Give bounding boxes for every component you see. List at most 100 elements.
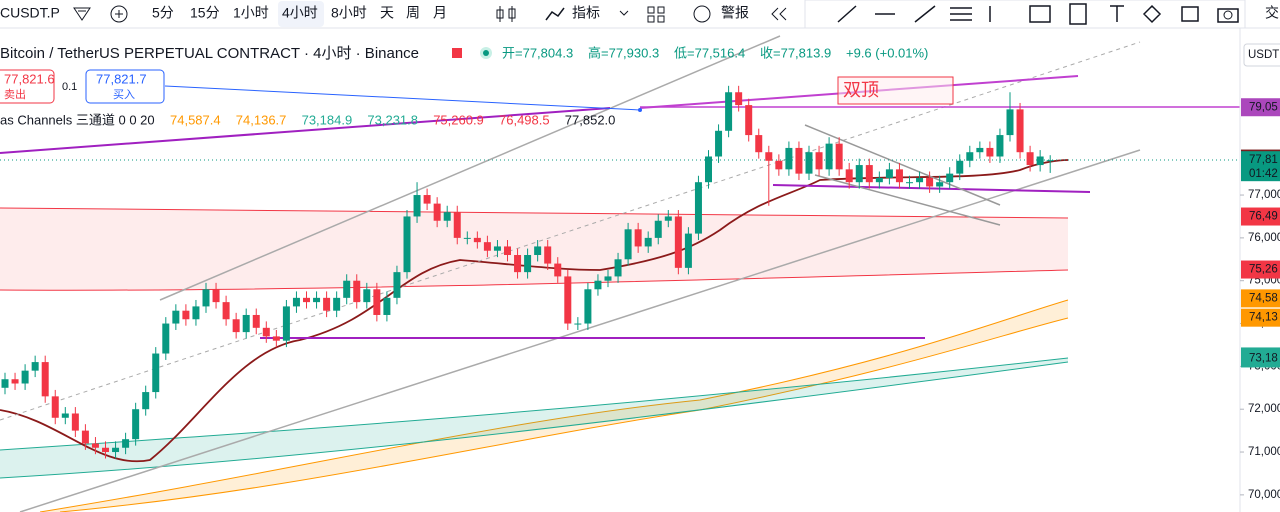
sell-price[interactable]: 77,821.6 (4, 71, 55, 86)
icon[interactable] (73, 7, 91, 21)
annotation-box (837, 76, 954, 105)
trend-line (0, 107, 611, 154)
candle-body (212, 289, 220, 303)
symbol[interactable]: CUSDT.P (0, 5, 60, 21)
interval[interactable]: 5分 (152, 5, 174, 21)
annotation: 双顶 (843, 80, 879, 100)
alert-icon[interactable] (693, 5, 711, 23)
candle-body (705, 156, 712, 183)
candle-body (845, 169, 853, 183)
buy-label[interactable]: 买入 (113, 88, 135, 101)
change: +9.6 (+0.01%) (846, 45, 928, 60)
interval[interactable]: 月 (433, 5, 447, 21)
open: 开=77,804.3 (502, 45, 573, 60)
candle-body (604, 276, 612, 281)
chevron[interactable] (619, 10, 629, 16)
candle-body (574, 323, 582, 325)
price-tag (1241, 289, 1280, 308)
candle-body (775, 160, 783, 170)
candle-body (825, 143, 833, 170)
candle-body (303, 297, 310, 303)
candle-body (142, 392, 150, 410)
countdown: 01:42 (1249, 168, 1278, 180)
candle-body (674, 216, 682, 268)
price-tag (1241, 349, 1280, 368)
indicator-value: 73,184.9 (302, 112, 353, 127)
interval[interactable]: 8小时 (331, 5, 367, 21)
drawing-tools[interactable] (837, 3, 1239, 25)
red-band-lower (0, 269, 1069, 291)
replay-icon[interactable] (771, 7, 787, 21)
candle-body (664, 216, 672, 221)
candle-body (865, 165, 873, 183)
candle-body (895, 169, 903, 183)
candle-body (152, 353, 160, 393)
candle-body (936, 182, 944, 187)
add-icon[interactable] (115, 10, 123, 18)
candle-body (232, 319, 240, 333)
sell-label[interactable]: 卖出 (4, 87, 26, 101)
candle-body (473, 237, 481, 243)
candle-body (162, 323, 170, 354)
candle-body (624, 229, 632, 260)
candle-icon[interactable] (496, 6, 516, 22)
interval[interactable]: 天 (380, 5, 394, 21)
price-tag-label: 73,18 (1249, 352, 1278, 364)
interval[interactable]: 15分 (190, 5, 220, 21)
buy-button[interactable] (85, 69, 165, 104)
price-tag-label: 74,13 (1249, 312, 1278, 324)
candle-body (453, 212, 461, 238)
interval[interactable]: 1小时 (233, 5, 269, 21)
candle-body (423, 195, 431, 204)
indicators[interactable]: 指标 (572, 5, 600, 21)
drawing-toolbar (804, 0, 1246, 29)
candle-body (51, 396, 59, 418)
candle-body (966, 152, 974, 161)
candle-body (313, 297, 321, 303)
indicator-icon[interactable] (545, 7, 565, 21)
y-tick-label: 76,000 (1248, 232, 1280, 244)
candle-body (875, 177, 883, 183)
candle-body (71, 413, 79, 431)
candle-body (443, 212, 451, 221)
candle-body (514, 255, 522, 273)
y-tick-label: 77,000 (1248, 189, 1280, 201)
trade[interactable]: 交 (1265, 5, 1279, 21)
green-band (0, 358, 1068, 478)
candle-body (815, 152, 823, 170)
candle-body (745, 105, 753, 136)
price-tag (1241, 260, 1280, 279)
candle-body (272, 336, 280, 341)
candle-body (976, 147, 984, 153)
candle-body (222, 302, 230, 320)
interval[interactable]: 4小时 (282, 5, 318, 21)
candle-body (594, 280, 602, 290)
layout-icon[interactable] (647, 6, 665, 23)
candle-body (855, 165, 863, 183)
add-icon[interactable] (110, 5, 128, 23)
red-band (0, 208, 1068, 291)
candle-body (122, 439, 130, 448)
currency-box (1243, 43, 1280, 67)
price-tag (1241, 151, 1280, 182)
alert[interactable]: 警报 (721, 5, 749, 21)
order-dot (638, 108, 642, 112)
interval[interactable]: 周 (406, 5, 420, 21)
candle-body (654, 220, 662, 238)
camera-icon[interactable] (1223, 10, 1233, 20)
candle-body (61, 413, 69, 418)
candle-body (795, 147, 803, 174)
candle-body (694, 182, 702, 234)
candle-body (242, 314, 250, 333)
title: Bitcoin / TetherUS PERPETUAL CONTRACT · … (0, 45, 419, 62)
candle-body (493, 246, 501, 251)
sell-button[interactable] (0, 69, 55, 104)
buy-price[interactable]: 77,821.7 (96, 71, 147, 86)
candle-body (926, 177, 934, 187)
candle-body (544, 246, 552, 264)
price-tag-label: 76,49 (1249, 211, 1278, 223)
candle-body (413, 195, 421, 217)
candle-body (102, 447, 109, 453)
